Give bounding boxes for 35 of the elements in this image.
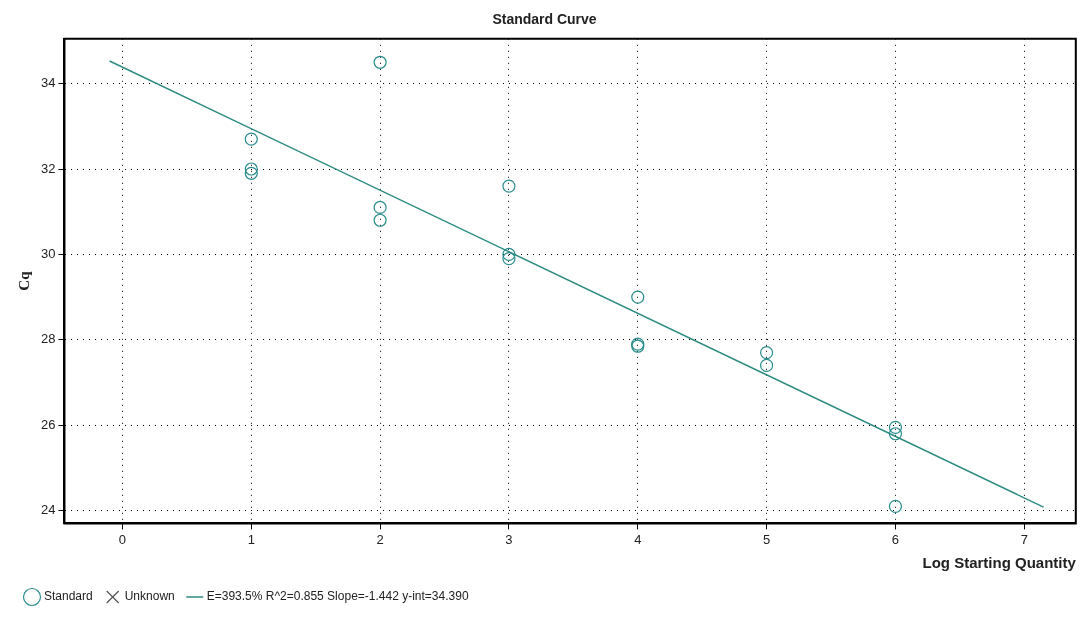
point (888, 427, 903, 441)
y-tick-label: 34 (40, 75, 56, 91)
x-tick-label: 0 (118, 531, 127, 547)
x-tick-label: 5 (762, 531, 771, 547)
point (373, 55, 387, 69)
legend-label: Unknown (124, 589, 175, 604)
point (631, 290, 645, 304)
x-axis-title: Log Starting Quantity (922, 554, 1077, 572)
y-axis-title: Cq (15, 270, 32, 291)
point (244, 162, 258, 176)
point (502, 179, 516, 193)
x-tick-label: 3 (505, 531, 513, 547)
legend-label: Standard (44, 589, 93, 604)
y-tick-label: 24 (40, 502, 56, 518)
point (760, 358, 774, 373)
point (244, 166, 258, 180)
point (888, 420, 903, 434)
point (373, 200, 387, 215)
point (502, 252, 516, 266)
x-tick-label: 1 (247, 531, 255, 547)
x-tick-label: 2 (376, 531, 384, 547)
x-tick-label: 4 (634, 531, 642, 547)
x-tick-label: 6 (891, 531, 900, 547)
x-tick-label: 7 (1020, 531, 1028, 547)
y-tick-label: 32 (40, 160, 56, 176)
y-tick-label: 30 (40, 245, 56, 261)
point (888, 499, 903, 513)
y-tick-label: 28 (40, 331, 56, 347)
legend-label: E=393.5% R^2=0.855 Slope=-1.442 y-int=34.390 (206, 589, 469, 604)
point (373, 213, 387, 227)
point (244, 132, 258, 146)
point (760, 346, 774, 360)
chart-title: Standard Curve (492, 11, 597, 28)
y-tick-label: 26 (40, 416, 56, 432)
point (502, 247, 516, 262)
